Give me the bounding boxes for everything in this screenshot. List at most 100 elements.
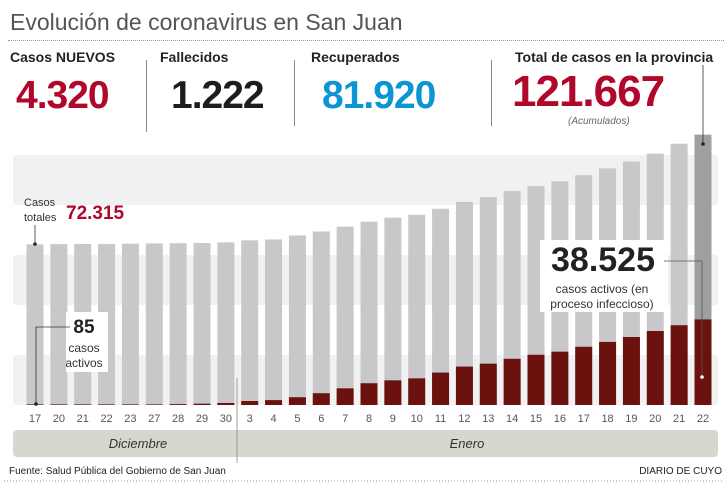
tick-label: 12 xyxy=(458,413,470,425)
bar-total xyxy=(145,243,163,405)
bar-active xyxy=(646,331,664,405)
first-active-value: 85 xyxy=(73,317,95,338)
bar-active xyxy=(408,378,426,405)
marker xyxy=(33,242,37,246)
first-active-label-1: casos xyxy=(68,341,99,355)
bar-active xyxy=(551,351,569,405)
tick-label: 4 xyxy=(271,413,277,425)
bar-active xyxy=(217,403,235,405)
tick-label: 17 xyxy=(29,413,41,425)
bar-active xyxy=(169,404,187,405)
tick-label: 7 xyxy=(342,413,348,425)
bar-active xyxy=(288,397,306,405)
bar-active xyxy=(74,404,92,405)
bar-total xyxy=(217,242,235,405)
last-active-label-2: proceso infeccioso) xyxy=(550,297,653,311)
tick-label: 11 xyxy=(435,413,446,425)
bar-total xyxy=(432,208,450,405)
tick-label: 9 xyxy=(390,413,396,425)
first-active-label-2: activos xyxy=(65,356,102,370)
bar-active xyxy=(622,337,640,405)
divider xyxy=(8,40,724,41)
tick-label: 28 xyxy=(172,413,184,425)
bar-total xyxy=(312,231,330,405)
recovered-label: Recuperados xyxy=(311,49,400,65)
tick-label: 14 xyxy=(506,413,518,425)
separator xyxy=(146,60,147,132)
bar-total xyxy=(288,235,306,405)
recovered-value: 81.920 xyxy=(322,74,436,117)
bar-active xyxy=(455,366,473,405)
bar-active xyxy=(241,401,259,405)
tick-label: 22 xyxy=(697,413,709,425)
new-cases-value: 4.320 xyxy=(16,74,110,117)
total-label: Total de casos en la provincia xyxy=(515,49,714,65)
bar-total xyxy=(503,191,521,405)
tick-label: 10 xyxy=(411,413,423,425)
bar-active xyxy=(98,404,116,405)
bar-active xyxy=(50,404,68,405)
bar-active xyxy=(384,380,402,405)
bar-active xyxy=(432,372,450,405)
bar-active xyxy=(479,363,497,405)
tick-label: 6 xyxy=(318,413,324,425)
separator xyxy=(294,60,295,126)
bar-total xyxy=(336,226,354,405)
month-label: Diciembre xyxy=(109,436,168,451)
total-value: 121.667 xyxy=(512,67,665,116)
new-cases-label: Casos NUEVOS xyxy=(10,49,116,65)
month-bar xyxy=(13,430,718,457)
bar-total xyxy=(193,243,211,405)
bar-active xyxy=(527,354,545,405)
tick-label: 20 xyxy=(53,413,65,425)
tick-label: 16 xyxy=(554,413,566,425)
tick-label: 13 xyxy=(482,413,494,425)
tick-label: 8 xyxy=(366,413,372,425)
marker xyxy=(700,375,704,379)
tick-label: 27 xyxy=(148,413,160,425)
tick-label: 3 xyxy=(247,413,253,425)
bar-active xyxy=(670,325,688,405)
bar-total xyxy=(408,214,426,405)
tick-label: 21 xyxy=(673,413,685,425)
month-label: Enero xyxy=(450,436,485,451)
source: Fuente: Salud Pública del Gobierno de Sa… xyxy=(9,466,226,477)
first-total-value: 72.315 xyxy=(66,203,125,224)
tick-label: 29 xyxy=(196,413,208,425)
first-total-label-1: Casos xyxy=(24,197,56,209)
tick-label: 21 xyxy=(77,413,89,425)
bar-total xyxy=(455,201,473,405)
tick-label: 20 xyxy=(649,413,661,425)
last-active-value: 38.525 xyxy=(551,241,655,279)
tick-label: 5 xyxy=(294,413,300,425)
deaths-label: Fallecidos xyxy=(160,49,229,65)
tick-label: 18 xyxy=(601,413,613,425)
page-title: Evolución de coronavirus en San Juan xyxy=(10,9,403,35)
bar-active xyxy=(121,404,139,405)
brand: DIARIO DE CUYO xyxy=(639,466,722,477)
bar-active xyxy=(599,341,617,405)
bar-total xyxy=(265,239,283,405)
bar-active xyxy=(694,319,712,405)
tick-label: 30 xyxy=(220,413,232,425)
bar-total xyxy=(479,197,497,405)
marker xyxy=(34,402,38,406)
bar-active xyxy=(193,403,211,405)
total-note: (Acumulados) xyxy=(568,116,630,127)
bar-total xyxy=(360,221,378,405)
tick-label: 22 xyxy=(100,413,112,425)
bar-total xyxy=(241,240,259,405)
tick-label: 19 xyxy=(625,413,637,425)
bar-active xyxy=(145,404,163,405)
tick-label: 15 xyxy=(530,413,542,425)
bar-active xyxy=(503,358,521,405)
bar-active xyxy=(575,346,593,405)
bar-active xyxy=(265,400,283,405)
bar-active xyxy=(312,393,330,405)
tick-label: 23 xyxy=(124,413,136,425)
bar-total xyxy=(121,243,139,405)
deaths-value: 1.222 xyxy=(171,74,265,117)
bar-total xyxy=(50,244,68,405)
separator xyxy=(491,60,492,126)
